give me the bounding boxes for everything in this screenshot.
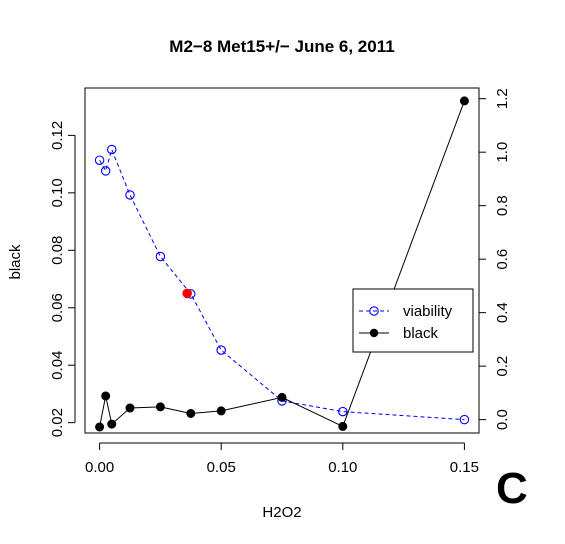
series-black-point bbox=[277, 392, 287, 402]
y2-tick-label: 0.6 bbox=[494, 249, 511, 270]
series-black-point bbox=[459, 96, 469, 106]
highlight-point bbox=[182, 288, 192, 299]
y-tick-label: 0.12 bbox=[49, 121, 66, 150]
legend-black-marker bbox=[369, 328, 379, 338]
legend: viability black bbox=[352, 288, 474, 353]
y2-tick-label: 0.4 bbox=[494, 302, 511, 323]
series-black-point bbox=[95, 422, 105, 432]
y-tick-label: 0.10 bbox=[49, 178, 66, 207]
series-black-line bbox=[99, 100, 465, 428]
legend-viability-label: viability bbox=[403, 303, 453, 320]
panel-label: C bbox=[496, 464, 528, 513]
series-viability-point bbox=[216, 345, 226, 355]
series-black-point bbox=[216, 406, 226, 416]
legend-viability-marker bbox=[369, 306, 379, 316]
series-black-point bbox=[338, 421, 348, 431]
chart-title: M2−8 Met15+/− June 6, 2011 bbox=[169, 37, 394, 56]
y2-tick-label: 0.8 bbox=[494, 195, 511, 216]
legend-box bbox=[352, 288, 474, 353]
y-tick-label: 0.06 bbox=[49, 293, 66, 322]
series-viability-point bbox=[107, 144, 117, 155]
series-black-point bbox=[101, 391, 111, 401]
x-tick-label: 0.15 bbox=[450, 459, 479, 476]
x-tick-label: 0.05 bbox=[207, 459, 236, 476]
y-axis-label: black bbox=[7, 244, 24, 280]
x-axis-label: H2O2 bbox=[262, 504, 301, 521]
y2-tick-label: 0.0 bbox=[494, 409, 511, 430]
y-tick-label: 0.04 bbox=[49, 351, 66, 380]
series-black-point bbox=[125, 403, 135, 413]
series-black-point bbox=[186, 408, 196, 418]
series-viability-point bbox=[155, 251, 166, 262]
series-viability-point bbox=[459, 414, 470, 425]
series-layer bbox=[94, 96, 470, 432]
y-tick-label: 0.08 bbox=[49, 236, 66, 265]
x-tick-label: 0.10 bbox=[328, 459, 357, 476]
y-axis-left: 0.02 0.04 0.06 0.08 0.10 0.12 bbox=[49, 121, 76, 437]
series-black-point bbox=[107, 419, 117, 429]
series-black-point bbox=[155, 402, 165, 412]
plot-frame bbox=[84, 87, 480, 434]
y2-tick-label: 1.0 bbox=[494, 142, 511, 163]
y-axis-right: 0.0 0.2 0.4 0.6 0.8 1.0 1.2 bbox=[479, 88, 511, 430]
series-viability-point bbox=[125, 190, 135, 200]
y2-tick-label: 0.2 bbox=[494, 356, 511, 377]
series-viability-point bbox=[338, 406, 348, 417]
x-axis: 0.00 0.05 0.10 0.15 bbox=[85, 442, 479, 476]
series-viability-point bbox=[100, 166, 111, 176]
y2-tick-label: 1.2 bbox=[494, 88, 511, 109]
y-tick-label: 0.02 bbox=[49, 408, 66, 437]
series-viability-line bbox=[99, 147, 465, 421]
series-viability-point bbox=[94, 155, 105, 165]
x-tick-label: 0.00 bbox=[85, 459, 114, 476]
legend-black-label: black bbox=[403, 325, 439, 342]
